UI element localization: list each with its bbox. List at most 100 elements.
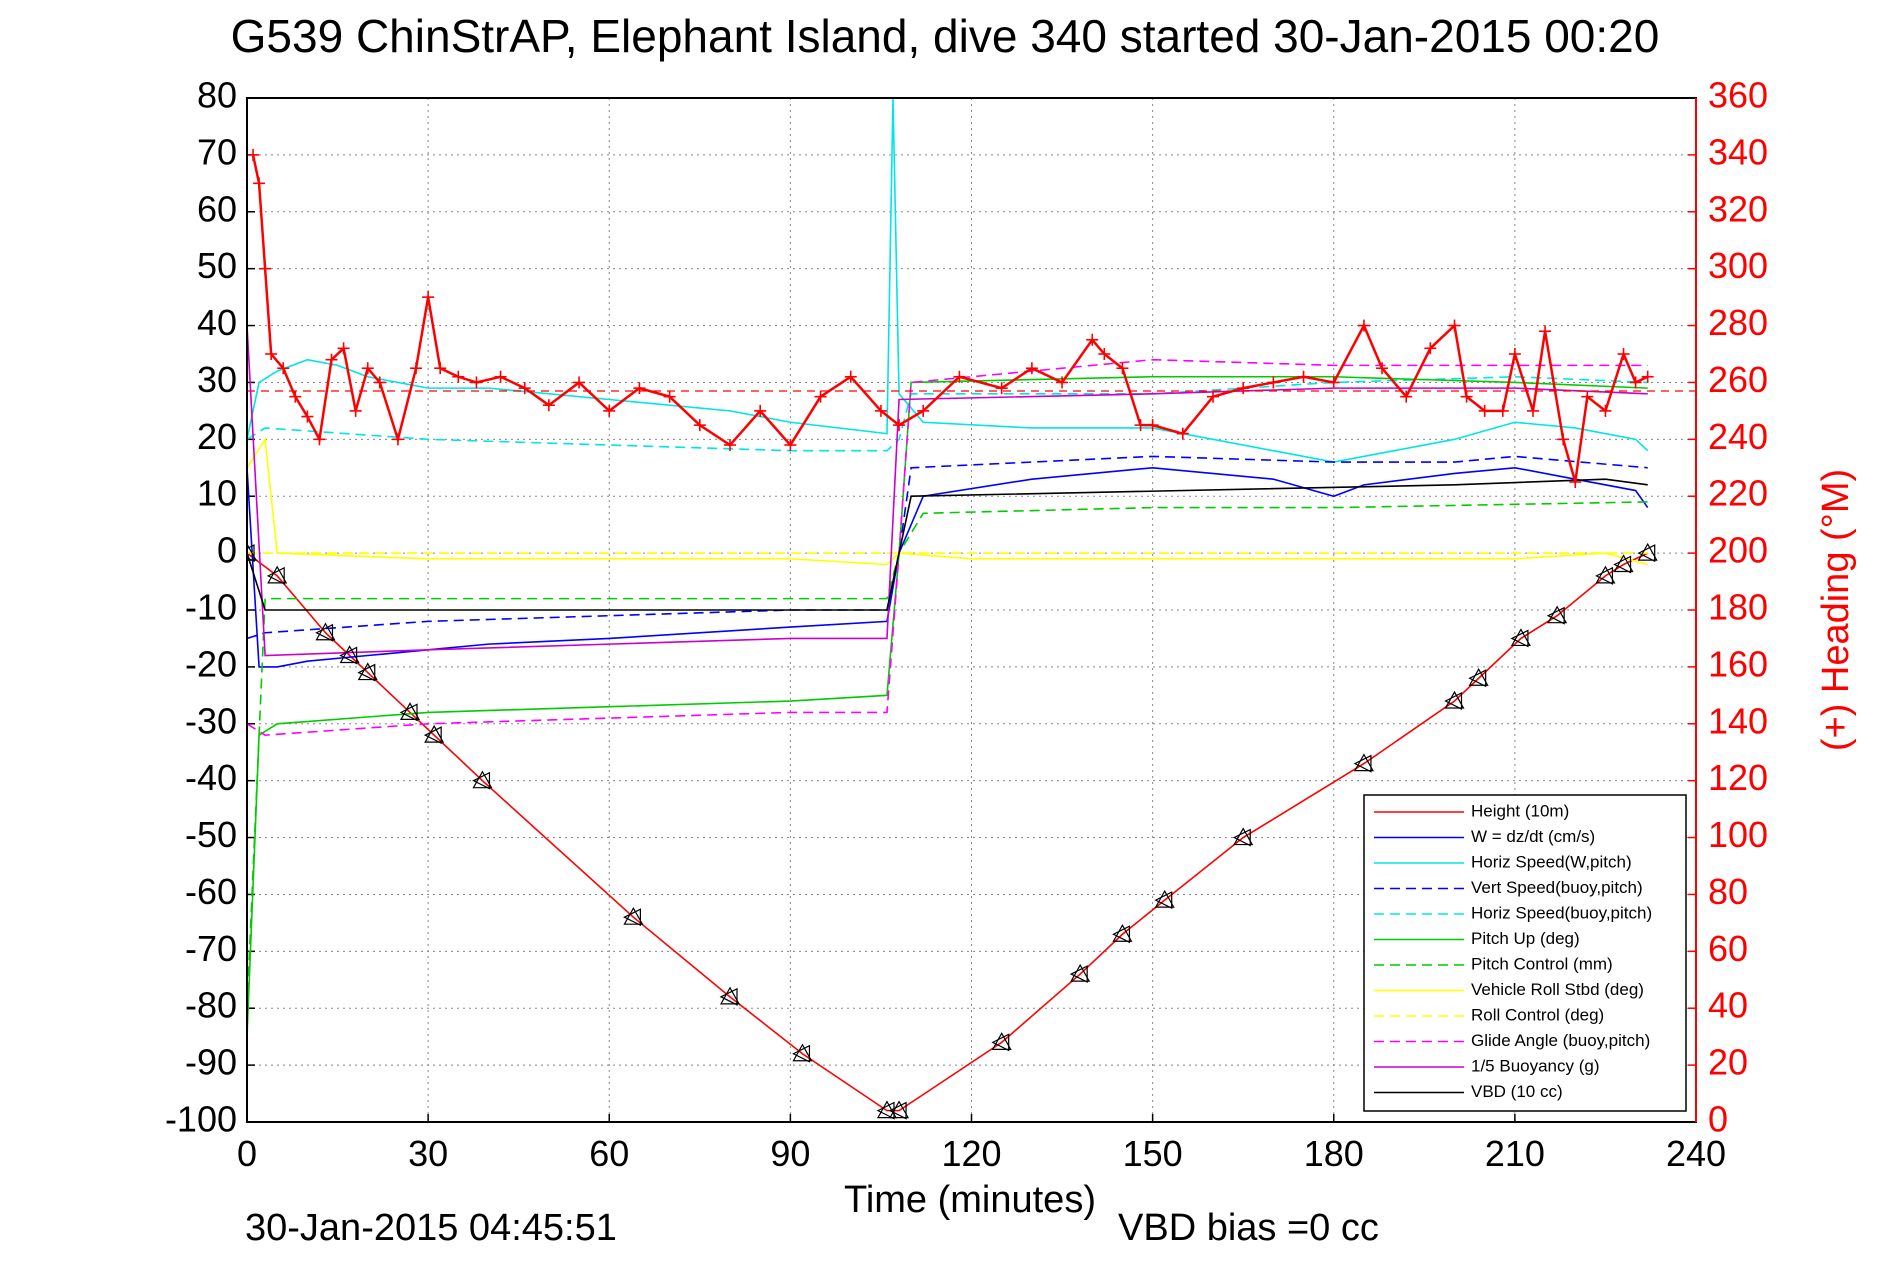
heading-point [1025,362,1038,375]
heading-point [995,382,1008,395]
y-tick-label: -40 [185,757,237,798]
y2-tick-label: 320 [1708,188,1768,229]
legend-label: 1/5 Buoyancy (g) [1471,1056,1600,1075]
legend-label: Pitch Up (deg) [1471,929,1580,948]
legend-label: VBD (10 cc) [1471,1082,1563,1101]
heading-point [814,390,827,403]
y-tick-label: -20 [185,643,237,684]
heading-point [1526,404,1539,417]
heading-point [754,404,767,417]
legend-entry: Vert Speed(buoy,pitch) [1374,878,1643,897]
x-tick-label: 0 [237,1133,257,1174]
series-line-glide-angle-buoy-pitch [247,358,1648,736]
y2-tick-label: 80 [1708,871,1748,912]
heading-point [422,291,435,304]
height-marker [1232,827,1254,847]
heading-point [917,404,930,417]
heading-point [1508,348,1521,360]
y2-tick-label: 260 [1708,359,1768,400]
heading-point [1116,362,1129,375]
heading-point [1557,433,1570,446]
height-marker [623,906,644,927]
heading-point [1641,370,1654,383]
heading-point [1357,319,1370,332]
heading-point [1629,376,1642,389]
heading-point [1327,376,1340,389]
series-line-vbd-10-cc [247,478,1648,611]
heading-point [253,177,266,190]
y-axis-right-label: (+) Heading (°M) [1815,469,1857,751]
height-marker [1154,889,1175,910]
y-tick-label: 30 [197,359,237,400]
heading-point [953,370,966,383]
series-line-pitch-control-mm [247,501,1648,1009]
height-markers [247,542,1658,1120]
legend-entry: Height (10m) [1374,801,1569,820]
heading-point [410,362,423,375]
legend-label: Pitch Control (mm) [1471,954,1613,973]
heading-point [434,362,447,375]
legend-entry: Glide Angle (buoy,pitch) [1374,1031,1650,1050]
y-tick-label: -80 [185,985,237,1026]
x-tick-label: 240 [1666,1133,1726,1174]
y-tick-label: -90 [185,1042,237,1083]
y-axis-right: 3603403203002802602402202001801601401201… [1688,75,1768,1140]
height-marker [399,702,421,722]
heading-point [1617,348,1630,360]
heading-point [452,370,465,383]
legend-label: W = dz/dt (cm/s) [1471,827,1595,846]
y2-tick-label: 60 [1708,928,1748,969]
x-axis: 0 30 60 90 120 150 180 210 240 [237,1114,1726,1174]
height-marker [1510,628,1531,648]
y-tick-label: 10 [197,473,237,514]
heading-point [542,399,555,412]
y2-tick-label: 220 [1708,473,1768,514]
y-tick-label: 50 [197,245,237,286]
height-marker [357,662,378,682]
height-marker [1353,753,1374,773]
y2-tick-label: 300 [1708,245,1768,286]
heading-point [784,439,797,452]
heading-point [1176,427,1189,440]
height-marker [991,1032,1012,1052]
legend-label: Glide Angle (buoy,pitch) [1471,1031,1650,1050]
x-tick-label: 30 [408,1133,448,1174]
heading-point [1478,404,1491,417]
y2-tick-label: 40 [1708,985,1748,1026]
y-tick-label: 20 [197,416,237,457]
height-marker [1595,565,1616,585]
y2-tick-label: 120 [1708,757,1768,798]
x-axis-label: Time (minutes) [844,1179,1096,1221]
legend-label: Horiz Speed(buoy,pitch) [1471,903,1652,922]
heading-point [893,419,906,432]
heading-point [349,404,362,417]
y-tick-label: 80 [197,75,237,116]
heading-point [1569,476,1582,488]
series-line-vert-speed-buoy-pitch [247,455,1648,640]
y-tick-label: -30 [185,700,237,741]
legend-label: Vehicle Roll Stbd (deg) [1471,980,1644,999]
heading-point [277,362,290,375]
height-marker [1613,554,1634,574]
height-marker [1546,605,1568,625]
heading-point [874,404,887,417]
legend: Height (10m) W = dz/dt (cm/s) Horiz Speed(… [1363,794,1687,1112]
heading-point [1056,376,1069,389]
heading-point [518,382,531,395]
y2-tick-label: 200 [1708,530,1768,571]
height-marker [1468,668,1489,688]
x-tick-label: 120 [941,1133,1001,1174]
heading-point [1297,370,1310,383]
heading-point [373,376,386,389]
height-marker [888,1100,910,1120]
heading-layer [247,148,1696,488]
height-marker [472,770,493,790]
y2-tick-label: 360 [1708,75,1768,116]
heading-point [247,148,260,161]
y2-tick-label: 160 [1708,643,1768,684]
series-line-horiz-speed-w-pitch [247,98,1649,463]
heading-point [391,433,404,446]
y-tick-label: 0 [217,530,237,571]
heading-point [724,439,736,452]
